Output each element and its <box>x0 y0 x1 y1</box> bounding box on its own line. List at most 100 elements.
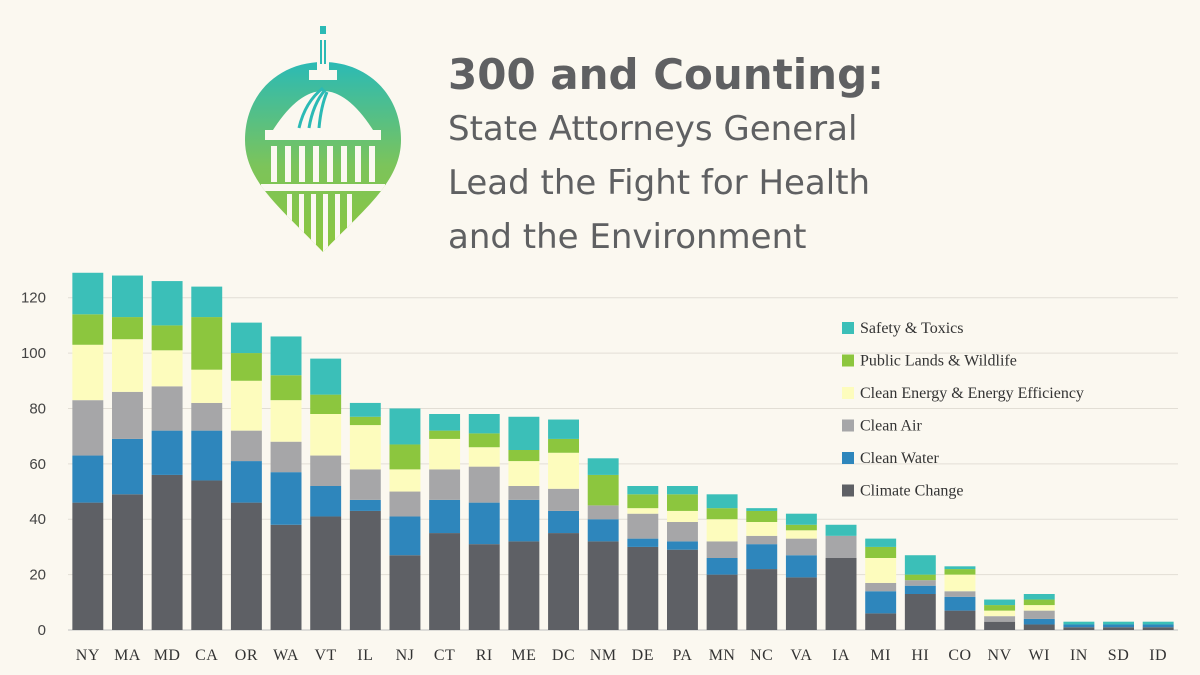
bar-segment <box>865 546 897 558</box>
legend-label: Public Lands & Wildlife <box>860 353 1017 370</box>
bar-segment <box>785 555 817 578</box>
x-tick-label: MI <box>870 647 891 664</box>
y-tick-label: 60 <box>29 456 46 473</box>
bar-segment <box>230 502 262 630</box>
legend-label: Safety & Toxics <box>860 320 963 337</box>
subtitle-line: Lead the Fight for Health <box>448 163 871 203</box>
y-tick-label: 100 <box>21 345 46 362</box>
bar-segment <box>865 591 897 614</box>
bar-segment <box>706 541 738 558</box>
bar-segment <box>706 574 738 630</box>
x-tick-label: NC <box>750 647 773 664</box>
bar-segment <box>1063 627 1095 630</box>
bar-segment <box>468 544 500 630</box>
bar-segment <box>429 430 461 439</box>
bar-segment <box>230 353 262 381</box>
bar-segment <box>667 541 698 550</box>
x-tick-label: WA <box>273 647 299 664</box>
x-tick-label: WI <box>1029 647 1050 664</box>
x-tick-label: OR <box>235 647 258 664</box>
bar-segment <box>548 419 579 439</box>
bar-segment <box>1142 621 1174 625</box>
bar-segment <box>270 400 302 442</box>
bar-segment <box>349 510 381 630</box>
bar-segment <box>389 491 421 517</box>
bar-segment <box>865 558 897 583</box>
bar-segment <box>627 546 659 630</box>
bar-segment <box>746 510 778 522</box>
bar-segment <box>706 558 738 575</box>
bar-segment <box>429 499 461 534</box>
bar-segment <box>904 580 936 586</box>
bar-segment <box>944 566 976 570</box>
subtitle-line: and the Environment <box>448 217 807 257</box>
bar-segment <box>825 558 857 630</box>
bar-segment <box>230 322 262 354</box>
x-tick-label: DE <box>632 647 654 664</box>
bar-segment <box>508 499 540 542</box>
bar-segment <box>389 408 421 445</box>
bar-segment <box>151 430 183 475</box>
bar-segment <box>389 516 421 556</box>
bar-segment <box>270 524 302 630</box>
bar-segment <box>627 508 659 514</box>
bar-segment <box>667 522 698 542</box>
x-tick-label: PA <box>672 647 692 664</box>
bar-segment <box>1103 621 1134 625</box>
y-tick-label: 40 <box>29 511 46 528</box>
bar-segment <box>984 616 1016 622</box>
legend-swatch <box>842 419 854 432</box>
bar-segment <box>944 610 976 630</box>
subtitle-line: State Attorneys General <box>448 109 858 149</box>
bar-segment <box>72 272 104 315</box>
bar-segment <box>627 513 659 539</box>
x-axis: NY MA MD CA OR WA VT IL NJ CT RI ME DC NM DE PA MN NC VA IA… <box>76 647 1167 664</box>
x-tick-label: IL <box>357 647 373 664</box>
bar-segment <box>310 455 342 486</box>
bar-segment <box>984 605 1016 611</box>
bar-segment <box>310 516 342 630</box>
bar-segment <box>72 400 104 456</box>
bar-segment <box>984 610 1016 617</box>
x-tick-label: MA <box>114 647 141 664</box>
bar-segment <box>785 530 817 539</box>
bar-segment <box>785 513 817 525</box>
bar-segment <box>349 402 381 417</box>
bar-segment <box>706 508 738 520</box>
x-tick-label: ME <box>511 647 536 664</box>
bars <box>72 272 1174 630</box>
bar-segment <box>785 538 817 556</box>
x-tick-label: NJ <box>396 647 415 664</box>
y-axis: 0 20 40 60 80 100 120 <box>21 290 46 639</box>
bar-segment <box>944 569 976 575</box>
bar-segment <box>1023 610 1055 619</box>
bar-segment <box>548 438 579 453</box>
bar-segment <box>191 430 223 481</box>
x-tick-label: HI <box>911 647 929 664</box>
legend-label: Climate Change <box>860 483 964 500</box>
bar-segment <box>904 594 936 630</box>
x-tick-label: MD <box>154 647 181 664</box>
bar-segment <box>508 461 540 486</box>
bar-segment <box>112 275 143 318</box>
bar-segment <box>389 555 421 630</box>
bar-segment <box>785 577 817 630</box>
x-tick-label: CA <box>195 647 218 664</box>
bar-segment <box>310 394 342 414</box>
bar-segment <box>548 533 579 630</box>
legend-label: Clean Energy & Energy Efficiency <box>860 385 1084 402</box>
bar-segment <box>1063 621 1095 625</box>
legend: Safety & Toxics Public Lands & Wildlife Cl… <box>842 320 1084 500</box>
bar-segment <box>1103 624 1134 628</box>
bar-segment <box>151 281 183 326</box>
legend-swatch <box>842 387 854 399</box>
bar-segment <box>627 494 659 509</box>
bar-segment <box>1103 627 1134 630</box>
bar-segment <box>191 369 223 403</box>
bar-segment <box>1023 605 1055 611</box>
bar-segment <box>785 524 817 531</box>
capitol-dome-pin-icon <box>245 22 401 252</box>
bar-segment <box>548 452 579 489</box>
bar-segment <box>587 458 619 475</box>
bar-segment <box>349 425 381 470</box>
